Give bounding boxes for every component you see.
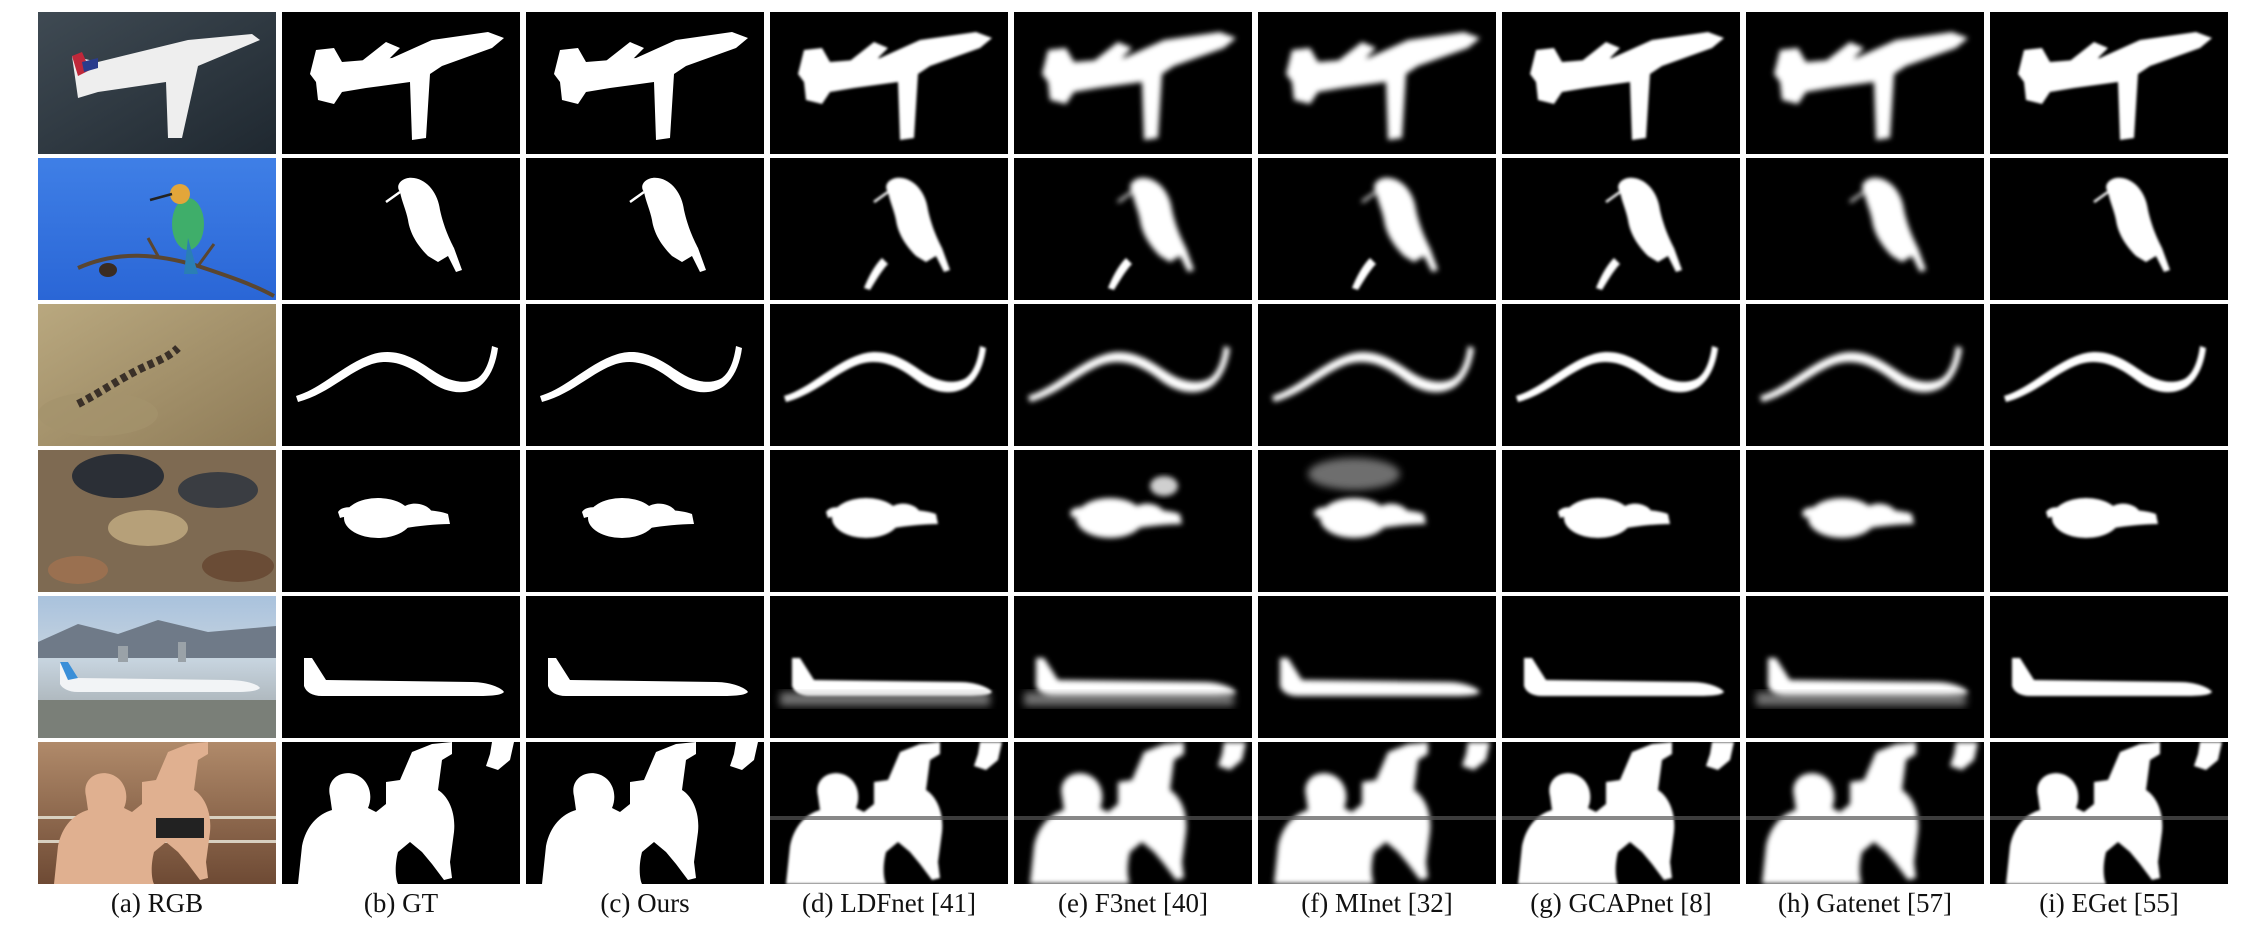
caption-ours: (c) Ours xyxy=(600,888,689,918)
tile-bird-gt xyxy=(282,158,520,300)
tile-snake-sand-f3net xyxy=(1014,304,1252,446)
tile-snake-rocks-ldfnet xyxy=(770,450,1008,592)
tile-snake-sand-rgb xyxy=(38,304,276,446)
tile-snake-rocks-eget xyxy=(1990,450,2228,592)
tile-airliner-tarmac-rgb xyxy=(38,596,276,738)
tile-airplane-overhead-rgb xyxy=(38,12,276,154)
caption-rgb: (a) RGB xyxy=(111,888,203,918)
tile-snake-rocks-gcapnet xyxy=(1502,450,1740,592)
tile-airliner-tarmac-gcapnet xyxy=(1502,596,1740,738)
caption-gt: (b) GT xyxy=(364,888,439,918)
tile-snake-sand-gatenet xyxy=(1746,304,1984,446)
tile-airplane-overhead-gcapnet xyxy=(1502,12,1740,154)
tile-airliner-tarmac-ldfnet xyxy=(770,596,1008,738)
tile-snake-sand-minet xyxy=(1258,304,1496,446)
tile-wrestlers-gt xyxy=(282,742,520,884)
tile-bird-rgb xyxy=(38,158,276,300)
tile-airliner-tarmac-gt xyxy=(282,596,520,738)
tile-airplane-overhead-minet xyxy=(1258,12,1496,154)
tile-snake-rocks-rgb xyxy=(38,450,276,592)
tile-wrestlers-ours xyxy=(526,742,764,884)
tile-airplane-overhead-f3net xyxy=(1014,12,1252,154)
caption-minet: (f) MInet [32] xyxy=(1301,888,1452,918)
tile-bird-ldfnet xyxy=(770,158,1008,300)
tile-airplane-overhead-gt xyxy=(282,12,520,154)
tile-snake-rocks-gatenet xyxy=(1746,450,1984,592)
tile-bird-gatenet xyxy=(1746,158,1984,300)
tile-wrestlers-gcapnet xyxy=(1502,742,1740,884)
tile-airliner-tarmac-ours xyxy=(526,596,764,738)
tile-snake-sand-ours xyxy=(526,304,764,446)
tile-airplane-overhead-ldfnet xyxy=(770,12,1008,154)
tile-snake-rocks-f3net xyxy=(1014,450,1252,592)
tile-airplane-overhead-eget xyxy=(1990,12,2228,154)
tile-snake-rocks-ours xyxy=(526,450,764,592)
tile-airliner-tarmac-gatenet xyxy=(1746,596,1984,738)
tile-snake-sand-eget xyxy=(1990,304,2228,446)
tile-snake-sand-gt xyxy=(282,304,520,446)
tile-wrestlers-gatenet xyxy=(1746,742,1984,884)
tile-wrestlers-eget xyxy=(1990,742,2228,884)
caption-f3net: (e) F3net [40] xyxy=(1058,888,1208,918)
tile-bird-f3net xyxy=(1014,158,1252,300)
tile-wrestlers-rgb xyxy=(38,742,276,884)
tile-wrestlers-ldfnet xyxy=(770,742,1008,884)
tile-airplane-overhead-gatenet xyxy=(1746,12,1984,154)
caption-ldfnet: (d) LDFnet [41] xyxy=(802,888,976,918)
tile-wrestlers-minet xyxy=(1258,742,1496,884)
caption-gatenet: (h) Gatenet [57] xyxy=(1778,888,1952,918)
tile-snake-sand-ldfnet xyxy=(770,304,1008,446)
caption-eget: (i) EGet [55] xyxy=(2039,888,2178,918)
tile-airliner-tarmac-f3net xyxy=(1014,596,1252,738)
tile-snake-rocks-minet xyxy=(1258,450,1496,592)
tile-airplane-overhead-ours xyxy=(526,12,764,154)
tile-bird-minet xyxy=(1258,158,1496,300)
tile-airliner-tarmac-eget xyxy=(1990,596,2228,738)
tile-snake-rocks-gt xyxy=(282,450,520,592)
caption-gcapnet: (g) GCAPnet [8] xyxy=(1530,888,1711,918)
tile-bird-gcapnet xyxy=(1502,158,1740,300)
tile-snake-sand-gcapnet xyxy=(1502,304,1740,446)
tile-bird-ours xyxy=(526,158,764,300)
tile-bird-eget xyxy=(1990,158,2228,300)
tile-wrestlers-f3net xyxy=(1014,742,1252,884)
tile-airliner-tarmac-minet xyxy=(1258,596,1496,738)
